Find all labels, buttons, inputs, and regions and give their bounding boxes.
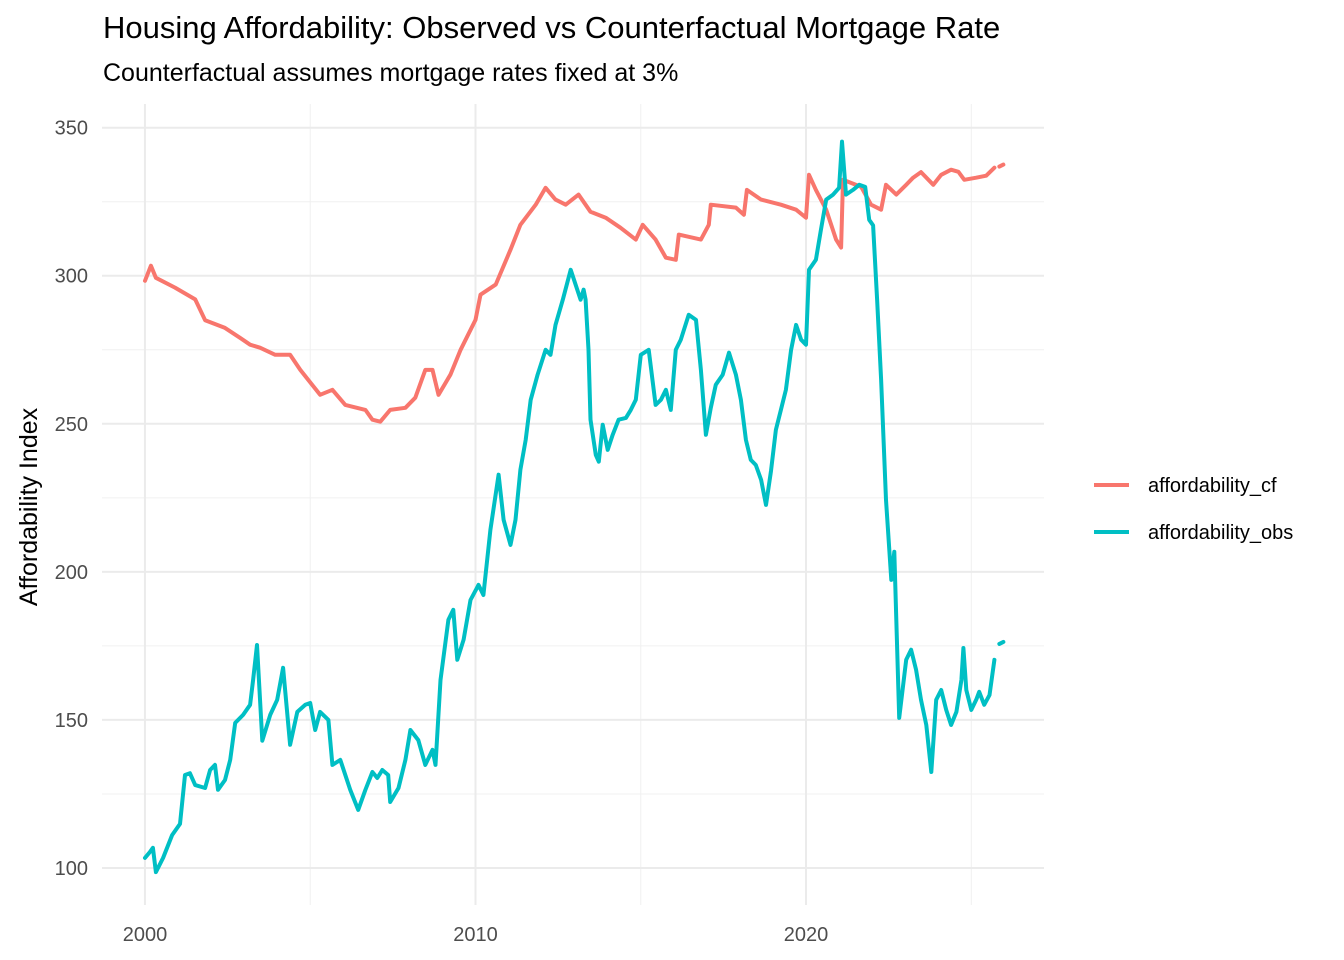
series-line-affordability_cf [143, 165, 997, 424]
legend-label: affordability_obs [1148, 522, 1293, 544]
series-lines [143, 139, 1006, 875]
y-tick-label: 300 [55, 266, 88, 288]
y-axis-ticks: 100 150 200 250 300 350 [55, 118, 88, 880]
y-tick-label: 100 [55, 858, 88, 880]
chart-subtitle: Counterfactual assumes mortgage rates fi… [103, 59, 679, 87]
y-axis-label: Affordability Index [15, 407, 43, 606]
series-line-affordability_obs [143, 139, 997, 875]
series-point-affordability_cf [997, 162, 1006, 169]
chart-title: Housing Affordability: Observed vs Count… [103, 10, 1001, 45]
x-axis-ticks: 2000 2010 2020 [123, 924, 829, 946]
y-tick-label: 350 [55, 118, 88, 140]
series-point-affordability_obs [997, 639, 1006, 646]
x-tick-label: 2010 [453, 924, 498, 946]
y-tick-label: 250 [55, 414, 88, 436]
grid-lines [102, 104, 1044, 905]
legend: affordability_cf affordability_obs [1094, 475, 1293, 544]
legend-label: affordability_cf [1148, 475, 1277, 497]
x-tick-label: 2000 [123, 924, 168, 946]
x-tick-label: 2020 [784, 924, 829, 946]
y-tick-label: 150 [55, 710, 88, 732]
y-tick-label: 200 [55, 562, 88, 584]
